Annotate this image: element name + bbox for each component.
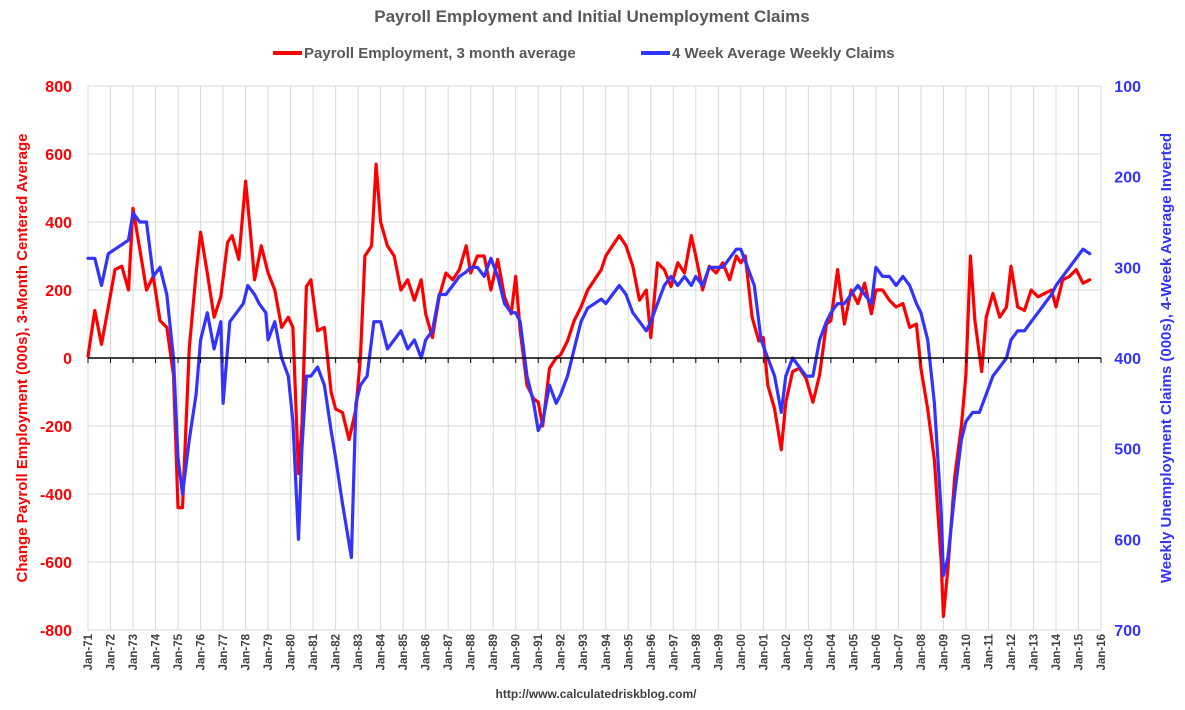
- x-tick-label: Jan-12: [1006, 634, 1018, 670]
- right-y-tick-label: 200: [1114, 170, 1141, 187]
- left-y-tick-label: 800: [45, 79, 72, 96]
- x-axis: Jan-71 Jan-72 Jan-73 Jan-74 Jan-75 Jan-76 Jan-…: [83, 358, 1108, 670]
- legend-label-claims: 4 Week Average Weekly Claims: [672, 45, 895, 62]
- left-y-tick-label: -400: [40, 487, 72, 504]
- x-tick-label: Jan-14: [1051, 633, 1063, 670]
- left-y-tick-label: -200: [40, 419, 72, 436]
- x-tick-label: Jan-06: [871, 634, 883, 670]
- x-tick-label: Jan-03: [803, 634, 815, 670]
- x-tick-label: Jan-11: [983, 633, 995, 669]
- legend: Payroll Employment, 3 month average 4 We…: [273, 45, 895, 62]
- x-tick-label: Jan-01: [758, 633, 770, 670]
- x-tick-label: Jan-93: [578, 634, 590, 670]
- x-tick-label: Jan-10: [961, 634, 973, 670]
- source-url: http://www.calculatedriskblog.com/: [496, 687, 698, 701]
- x-tick-label: Jan-98: [691, 633, 703, 670]
- right-axis-label: Weekly Unemployment Claims (000s), 4-Wee…: [1158, 133, 1175, 583]
- x-tick-label: Jan-05: [848, 633, 860, 670]
- x-tick-label: Jan-79: [263, 634, 275, 670]
- series-layer: [86, 162, 1092, 618]
- left-y-axis: 800 600 400 200 0 -200 -400 -600 -800: [40, 79, 72, 640]
- right-y-tick-label: 400: [1114, 351, 1141, 368]
- x-tick-label: Jan-76: [196, 634, 208, 670]
- x-tick-label: Jan-88: [466, 633, 478, 670]
- x-tick-label: Jan-75: [173, 633, 185, 670]
- right-y-tick-label: 300: [1114, 260, 1141, 277]
- x-tick-label: Jan-77: [218, 634, 230, 670]
- x-tick-label: Jan-08: [916, 633, 928, 670]
- x-tick-label: Jan-86: [421, 634, 433, 670]
- x-tick-label: Jan-82: [331, 634, 343, 670]
- x-tick-label: Jan-07: [893, 634, 905, 670]
- series-line-payroll: [86, 162, 1092, 618]
- right-y-tick-label: 500: [1114, 442, 1141, 459]
- x-tick-label: Jan-99: [713, 634, 725, 670]
- x-tick-label: Jan-73: [128, 634, 140, 670]
- x-tick-label: Jan-97: [668, 634, 680, 670]
- right-y-tick-label: 600: [1114, 532, 1141, 549]
- right-y-tick-label: 100: [1114, 79, 1141, 96]
- x-tick-label: Jan-74: [151, 633, 163, 670]
- x-tick-label: Jan-09: [938, 634, 950, 670]
- left-y-tick-label: 0: [63, 351, 72, 368]
- series-line-claims: [86, 211, 1092, 578]
- x-tick-label: Jan-02: [781, 634, 793, 670]
- x-tick-label: Jan-89: [488, 634, 500, 670]
- x-tick-label: Jan-71: [83, 633, 95, 670]
- x-tick-label: Jan-00: [736, 634, 748, 670]
- legend-label-payroll: Payroll Employment, 3 month average: [304, 45, 576, 62]
- x-tick-label: Jan-94: [601, 633, 613, 670]
- left-y-tick-label: 600: [45, 147, 72, 164]
- x-tick-label: Jan-81: [308, 633, 320, 670]
- x-tick-label: Jan-84: [376, 633, 388, 670]
- x-tick-label: Jan-92: [556, 634, 568, 670]
- x-tick-label: Jan-83: [353, 634, 365, 670]
- x-tick-label: Jan-80: [286, 634, 298, 670]
- x-tick-label: Jan-85: [398, 633, 410, 670]
- left-axis-label: Change Payroll Employment (000s), 3-Mont…: [14, 134, 31, 583]
- x-tick-label: Jan-78: [241, 633, 253, 670]
- left-y-tick-label: 400: [45, 215, 72, 232]
- x-tick-label: Jan-16: [1096, 634, 1108, 670]
- x-tick-label: Jan-87: [443, 634, 455, 670]
- x-tick-label: Jan-13: [1028, 634, 1040, 670]
- x-tick-label: Jan-91: [533, 633, 545, 670]
- left-y-tick-label: -600: [40, 555, 72, 572]
- chart-title: Payroll Employment and Initial Unemploym…: [374, 7, 809, 26]
- x-tick-label: Jan-90: [511, 634, 523, 670]
- x-tick-label: Jan-04: [826, 633, 838, 670]
- left-y-tick-label: 200: [45, 283, 72, 300]
- x-tick-label: Jan-72: [106, 634, 118, 670]
- right-y-axis: 100 200 300 400 500 600 700: [1114, 79, 1141, 640]
- right-y-tick-label: 700: [1114, 623, 1141, 640]
- x-tick-label: Jan-96: [646, 634, 658, 670]
- x-tick-label: Jan-15: [1073, 633, 1085, 670]
- left-y-tick-label: -800: [40, 623, 72, 640]
- x-tick-label: Jan-95: [623, 633, 635, 670]
